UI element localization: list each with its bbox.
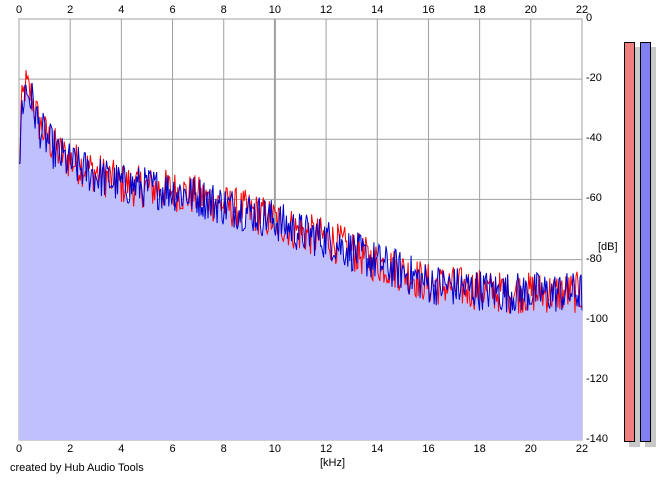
y-tick--40: -40 bbox=[586, 132, 602, 145]
x-tick-top-16: 16 bbox=[422, 4, 435, 16]
x-tick-top-18: 18 bbox=[473, 4, 486, 16]
x-tick-bottom-6: 6 bbox=[169, 443, 176, 455]
x-axis-label: [kHz] bbox=[320, 457, 346, 469]
x-tick-bottom-2: 2 bbox=[67, 443, 74, 455]
y-tick--60: -60 bbox=[586, 192, 602, 205]
x-tick-top-14: 14 bbox=[371, 4, 384, 16]
y-tick--100: -100 bbox=[586, 312, 609, 325]
spectrum-traces bbox=[19, 70, 583, 314]
y-tick--120: -120 bbox=[586, 372, 609, 385]
y-axis-label: [dB] bbox=[598, 241, 618, 253]
y-tick--140: -140 bbox=[586, 433, 609, 445]
x-tick-bottom-20: 20 bbox=[524, 443, 537, 455]
x-tick-top-0: 0 bbox=[15, 4, 23, 16]
y-tick--20: -20 bbox=[586, 72, 602, 85]
credit-text: created by Hub Audio Tools bbox=[10, 462, 144, 474]
x-tick-top-12: 12 bbox=[319, 4, 333, 16]
x-tick-bottom-0: 0 bbox=[15, 443, 23, 455]
x-tick-top-2: 2 bbox=[67, 4, 74, 16]
x-tick-bottom-10: 10 bbox=[268, 443, 282, 455]
x-tick-bottom-4: 4 bbox=[118, 443, 125, 455]
x-tick-top-10: 10 bbox=[268, 4, 282, 16]
x-tick-bottom-18: 18 bbox=[473, 443, 486, 455]
x-tick-bottom-22: 22 bbox=[575, 443, 589, 455]
x-tick-top-22: 22 bbox=[575, 4, 589, 16]
x-tick-top-8: 8 bbox=[220, 4, 227, 16]
x-tick-bottom-8: 8 bbox=[220, 443, 227, 455]
x-tick-top-6: 6 bbox=[169, 4, 176, 16]
x-tick-top-20: 20 bbox=[524, 4, 537, 16]
x-tick-bottom-12: 12 bbox=[319, 443, 333, 455]
spectrum-fill bbox=[19, 82, 582, 441]
series-line-blue bbox=[19, 82, 583, 314]
x-tick-bottom-14: 14 bbox=[371, 443, 384, 455]
x-tick-bottom-16: 16 bbox=[422, 443, 435, 455]
y-tick-0: 0 bbox=[586, 12, 593, 24]
x-tick-top-4: 4 bbox=[118, 4, 125, 16]
area-fill bbox=[19, 82, 582, 441]
y-tick--80: -80 bbox=[586, 252, 602, 265]
left-channel-meter bbox=[624, 42, 635, 442]
right-channel-meter bbox=[640, 42, 651, 442]
